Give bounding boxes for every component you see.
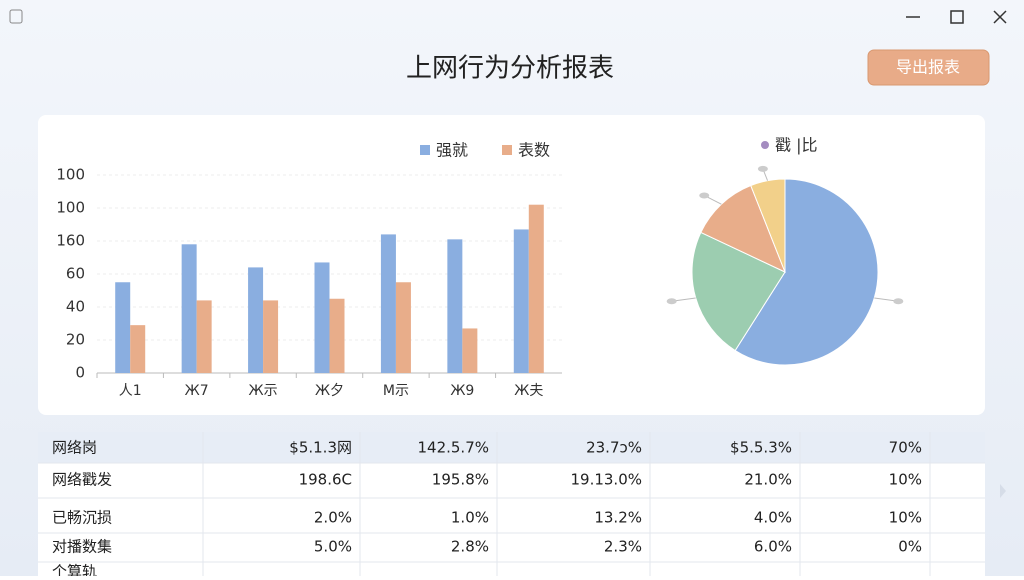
x-tick-label: Ж夕 bbox=[315, 383, 344, 399]
legend-label: 表数 bbox=[518, 141, 550, 160]
table-cell: $5.5.3% bbox=[730, 439, 792, 457]
maximize-button[interactable] bbox=[950, 10, 964, 24]
bar bbox=[380, 234, 396, 373]
table-cell: 5.0% bbox=[314, 538, 352, 556]
table-cell: 网络岗 bbox=[52, 439, 97, 457]
table-cell: 198.6C bbox=[299, 471, 352, 489]
table-cell: 142.5.7% bbox=[417, 439, 489, 457]
legend-dot bbox=[761, 141, 769, 149]
bar bbox=[115, 282, 131, 373]
pie-slice bbox=[750, 178, 786, 273]
pie-slice bbox=[691, 231, 786, 352]
y-tick-label: 60 bbox=[66, 265, 85, 283]
bar bbox=[329, 298, 345, 373]
table-cell: 2.3% bbox=[604, 538, 642, 556]
x-tick-label: M示 bbox=[383, 383, 409, 399]
legend-swatch bbox=[420, 145, 430, 155]
y-tick-label: 20 bbox=[66, 331, 85, 349]
x-tick-label: 人1 bbox=[119, 383, 142, 399]
bar bbox=[447, 239, 463, 373]
x-tick-label: Ж7 bbox=[185, 383, 209, 399]
scroll-arrow[interactable] bbox=[1000, 484, 1006, 498]
x-tick-label: Ж夫 bbox=[514, 383, 543, 399]
pie-slice bbox=[700, 184, 786, 273]
close-button[interactable] bbox=[993, 10, 1007, 24]
table-cell: 195.8% bbox=[432, 471, 489, 489]
y-tick-label: 100 bbox=[56, 199, 85, 217]
table-cell: 2.8% bbox=[451, 538, 489, 556]
export-button-label: 导出报表 bbox=[896, 58, 960, 77]
table-cell: 13.2% bbox=[594, 509, 642, 527]
y-tick-label: 160 bbox=[56, 232, 85, 250]
bar bbox=[513, 229, 529, 373]
table-cell: 已畅沉损 bbox=[52, 509, 112, 527]
table-cell: $5.1.3网 bbox=[289, 439, 352, 457]
table-cell: 0% bbox=[898, 538, 922, 556]
bar bbox=[314, 262, 330, 373]
x-tick-label: Ж示 bbox=[249, 383, 278, 399]
bar bbox=[263, 300, 279, 373]
table-cell: 70% bbox=[889, 439, 922, 457]
bar bbox=[181, 244, 197, 373]
leader-dot bbox=[893, 298, 904, 305]
pie-legend: 戳 |比 bbox=[775, 136, 817, 155]
y-tick-label: 40 bbox=[66, 298, 85, 316]
legend-swatch bbox=[502, 145, 512, 155]
table-cell: 对播数集 bbox=[52, 538, 112, 556]
y-tick-label: 0 bbox=[75, 364, 85, 382]
bar bbox=[395, 282, 411, 373]
table-cell: 1.0% bbox=[451, 509, 489, 527]
export-button[interactable] bbox=[867, 49, 990, 86]
y-tick-label: 100 bbox=[56, 166, 85, 184]
x-tick-label: Ж9 bbox=[450, 383, 474, 399]
table-cell: 4.0% bbox=[754, 509, 792, 527]
leader-dot bbox=[757, 165, 768, 172]
table-cell: 个算轨 bbox=[52, 563, 97, 577]
table-cell: 网络戳发 bbox=[52, 471, 112, 489]
bar bbox=[196, 300, 212, 373]
bar bbox=[462, 328, 478, 373]
leader-dot bbox=[699, 192, 710, 199]
pie-slice bbox=[734, 178, 879, 366]
table-cell: 10% bbox=[889, 509, 922, 527]
leader-dot bbox=[666, 298, 677, 305]
legend-label: 强就 bbox=[436, 141, 468, 160]
app-icon bbox=[9, 9, 23, 24]
table-cell: 21.0% bbox=[744, 471, 792, 489]
bar bbox=[130, 325, 146, 373]
page-title: 上网行为分析报表 bbox=[406, 54, 614, 84]
table-header-row bbox=[38, 432, 985, 463]
table-cell: 6.0% bbox=[754, 538, 792, 556]
table-cell: 19.13.0% bbox=[570, 471, 642, 489]
table-cell: 23.7ↄ% bbox=[586, 439, 642, 457]
bar bbox=[528, 204, 544, 373]
table-cell: 10% bbox=[889, 471, 922, 489]
bar bbox=[248, 267, 264, 373]
table-cell: 2.0% bbox=[314, 509, 352, 527]
